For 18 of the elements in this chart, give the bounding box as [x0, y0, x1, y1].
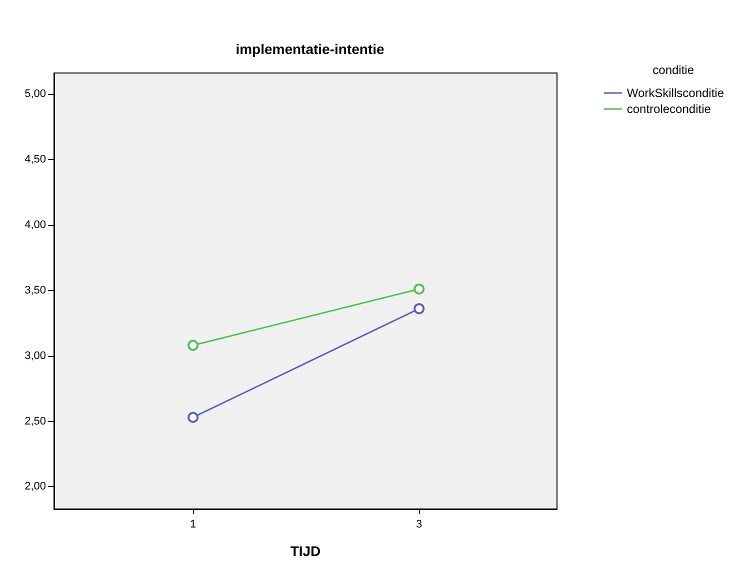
y-tick-label: 3,00 [24, 350, 46, 362]
x-tick-label: 3 [416, 518, 422, 530]
point [188, 412, 199, 423]
y-tick-label: 2,50 [24, 415, 46, 428]
point [414, 303, 425, 314]
point [414, 284, 425, 295]
x-axis-title: TIJD [290, 543, 321, 559]
y-tick-label: 4,50 [24, 153, 46, 166]
legend-label: controleconditie [626, 102, 712, 116]
y-tick-label: 4,00 [24, 218, 46, 231]
legend-title: conditie [652, 63, 694, 77]
x-tick-label: 1 [190, 518, 196, 530]
y-tick-label: 3,50 [24, 284, 46, 296]
legend-label: WorkSkillsconditie [626, 86, 724, 100]
chart-title: implementatie-intentie [236, 41, 384, 57]
point [188, 340, 199, 351]
y-tick-label: 5,00 [24, 88, 46, 100]
y-tick-label: 2,00 [24, 480, 46, 493]
